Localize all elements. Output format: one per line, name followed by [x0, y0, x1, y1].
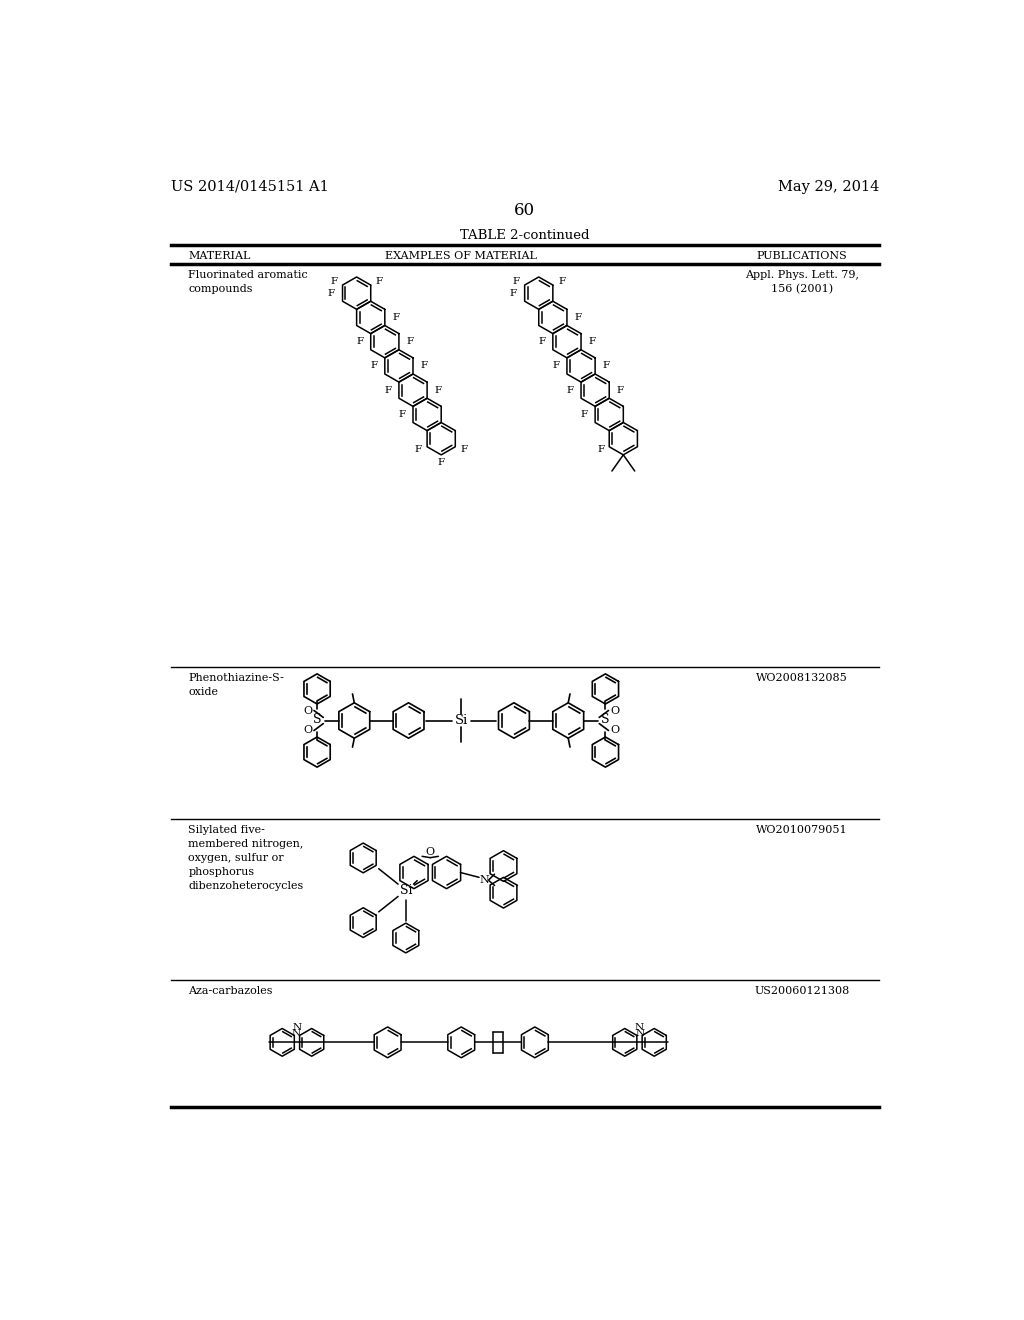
Text: N: N [635, 1023, 644, 1032]
Text: F: F [589, 337, 596, 346]
Text: O: O [426, 847, 435, 857]
Text: WO2008132085: WO2008132085 [757, 673, 848, 682]
Text: F: F [398, 411, 406, 418]
Text: May 29, 2014: May 29, 2014 [777, 180, 879, 194]
Text: Phenothiazine-S-
oxide: Phenothiazine-S- oxide [188, 673, 285, 697]
Text: US20060121308: US20060121308 [755, 986, 850, 997]
Text: O: O [610, 725, 620, 735]
Text: F: F [376, 277, 383, 286]
Text: Si: Si [399, 884, 412, 896]
Text: F: F [558, 277, 565, 286]
Text: F: F [415, 445, 422, 454]
Text: O: O [610, 706, 620, 717]
Text: O: O [303, 706, 312, 717]
Text: F: F [356, 337, 364, 346]
Text: F: F [370, 362, 377, 371]
Text: 60: 60 [514, 202, 536, 219]
Text: F: F [552, 362, 559, 371]
Text: F: F [392, 313, 399, 322]
Text: F: F [603, 362, 610, 371]
Text: F: F [328, 289, 335, 297]
Text: N: N [293, 1023, 301, 1032]
Text: F: F [461, 445, 468, 454]
Text: F: F [437, 458, 444, 467]
Text: TABLE 2-continued: TABLE 2-continued [460, 230, 590, 243]
Text: EXAMPLES OF MATERIAL: EXAMPLES OF MATERIAL [385, 251, 538, 261]
Text: F: F [331, 277, 337, 286]
Text: WO2010079051: WO2010079051 [757, 825, 848, 836]
Text: Appl. Phys. Lett. 79,
156 (2001): Appl. Phys. Lett. 79, 156 (2001) [745, 271, 859, 294]
Text: F: F [574, 313, 582, 322]
Text: Si: Si [455, 714, 468, 727]
Text: F: F [384, 385, 391, 395]
Text: Silylated five-
membered nitrogen,
oxygen, sulfur or
phosphorus
dibenzoheterocyc: Silylated five- membered nitrogen, oxyge… [188, 825, 304, 891]
Text: N: N [292, 1030, 301, 1039]
Text: F: F [597, 445, 604, 454]
Text: F: F [512, 277, 519, 286]
Text: F: F [616, 385, 624, 395]
Text: N: N [636, 1030, 645, 1039]
Text: F: F [421, 362, 428, 371]
Text: N: N [480, 875, 489, 884]
Text: S: S [312, 713, 322, 726]
Text: F: F [581, 411, 588, 418]
Text: Fluorinated aromatic
compounds: Fluorinated aromatic compounds [188, 271, 308, 294]
Text: F: F [434, 385, 441, 395]
Text: Aza-carbazoles: Aza-carbazoles [188, 986, 273, 997]
Text: F: F [566, 385, 573, 395]
Text: US 2014/0145151 A1: US 2014/0145151 A1 [171, 180, 329, 194]
Text: O: O [303, 725, 312, 735]
Text: MATERIAL: MATERIAL [188, 251, 251, 261]
Text: F: F [407, 337, 414, 346]
Text: PUBLICATIONS: PUBLICATIONS [757, 251, 848, 261]
Text: F: F [539, 337, 545, 346]
Text: F: F [510, 289, 517, 297]
Text: S: S [601, 713, 609, 726]
